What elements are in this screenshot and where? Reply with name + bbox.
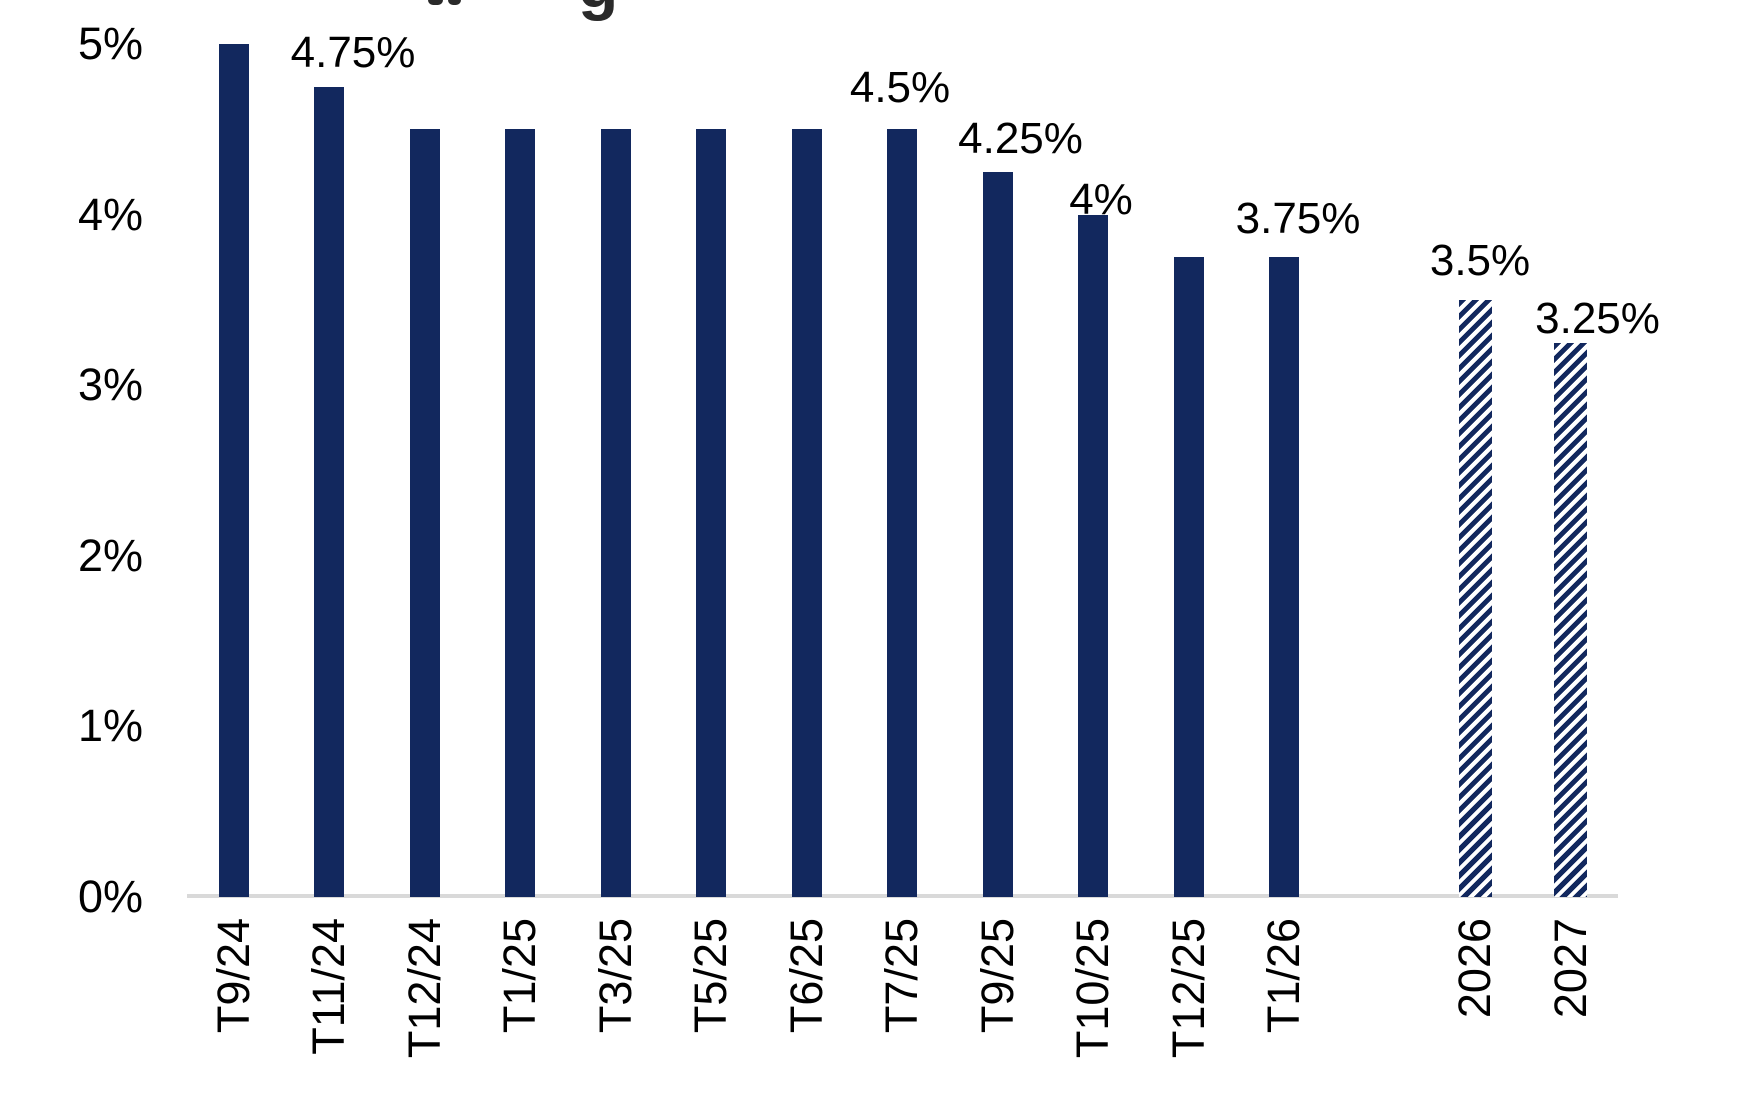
bar [218,44,249,897]
bar-value-label: 3.75% [1235,194,1361,244]
bar [696,129,726,897]
x-axis-label: T1/26 [1258,918,1309,1034]
y-axis-tick-label: 3% [77,359,143,411]
forecast-bar [1458,299,1492,897]
x-axis-label: T9/25 [971,918,1023,1034]
x-axis-label: T7/25 [876,918,927,1034]
forecast-bar [1554,342,1587,897]
bar [505,129,535,897]
cropped-title-descender: g [578,0,618,21]
bar [1269,257,1299,897]
x-axis-label: T1/25 [494,918,545,1034]
y-axis-tick-label: 2% [77,529,143,581]
x-axis-label: T12/25 [1162,918,1214,1059]
bar-value-label: 4.75% [290,27,416,77]
x-axis-label: 2027 [1544,918,1596,1019]
x-axis-label: T5/25 [685,918,736,1034]
cropped-title-letter-remnant [428,0,443,5]
bar [982,171,1013,897]
bar-value-label: 4.5% [849,63,951,113]
y-axis-tick-label: 5% [77,18,143,69]
bar [887,129,917,897]
bar-value-label: 3.5% [1429,235,1531,285]
bar [1078,214,1108,897]
cropped-title-letter-remnant [448,0,461,5]
bar [409,129,440,897]
bar [314,86,344,897]
x-axis-label: T10/25 [1067,918,1118,1059]
x-axis-label: T6/25 [780,918,832,1034]
y-axis-tick-label: 1% [77,700,143,752]
bar-value-label: 3.25% [1535,293,1660,343]
bar [791,129,822,897]
y-axis-tick-label: 0% [77,871,143,922]
x-axis-label: T9/24 [207,918,259,1034]
y-axis-tick-label: 4% [77,188,143,240]
bar [1173,257,1204,897]
x-axis-label: 2026 [1449,918,1500,1019]
x-axis-label: T12/24 [398,918,450,1059]
bar-value-label: 4.25% [958,113,1083,163]
x-axis-label: T3/25 [589,918,641,1034]
bar-value-label: 4% [1069,174,1133,224]
bar [600,129,631,897]
x-axis-label: T11/24 [303,918,354,1055]
